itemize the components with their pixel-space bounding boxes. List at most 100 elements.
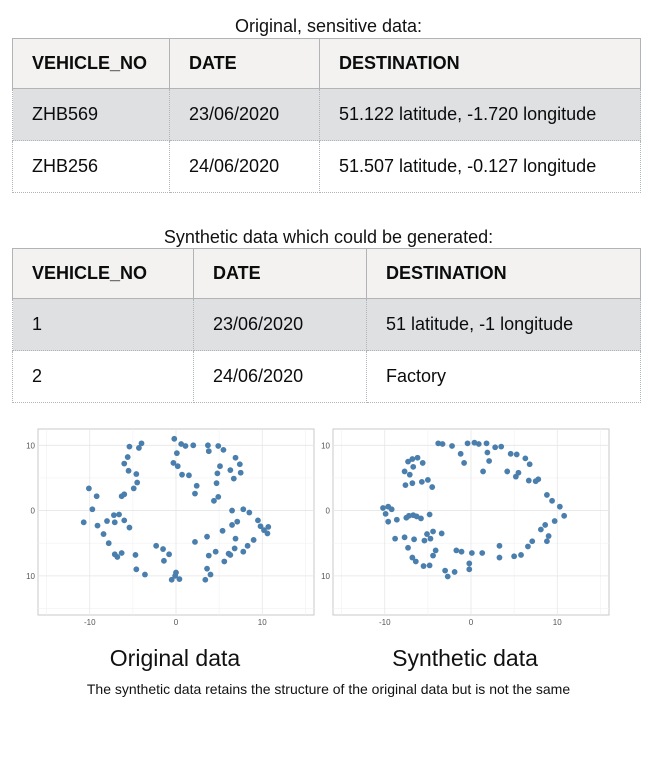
data-point: [412, 558, 419, 565]
header-vehicle-no: VEHICLE_NO: [12, 248, 194, 299]
data-point: [85, 485, 92, 492]
original-data-table: VEHICLE_NO DATE DESTINATION ZHB569 23/06…: [12, 38, 641, 193]
data-point: [217, 463, 223, 470]
data-point: [525, 543, 531, 550]
cell-destination: Factory: [366, 350, 641, 403]
data-point: [244, 542, 251, 549]
y-tick-label: 10: [26, 572, 35, 581]
data-point: [392, 535, 398, 542]
cell-destination: 51 latitude, -1 longitude: [366, 298, 641, 351]
data-point: [525, 477, 532, 484]
x-tick-label: 10: [258, 618, 267, 627]
cell-vehicle-no: ZHB569: [12, 88, 170, 141]
data-point: [212, 548, 219, 555]
table2-caption: Synthetic data which could be generated:: [163, 227, 494, 247]
data-point: [170, 460, 177, 466]
synthetic-scatter-plot: -10 0 10 10 0 10: [321, 428, 610, 627]
data-point: [420, 563, 427, 569]
data-point: [406, 471, 413, 478]
data-point: [479, 550, 486, 556]
data-point: [93, 493, 100, 500]
data-point: [176, 576, 183, 583]
data-point: [116, 511, 122, 518]
header-date: DATE: [169, 38, 320, 89]
data-point: [537, 526, 544, 533]
data-point: [190, 442, 197, 449]
data-point: [219, 527, 226, 534]
data-point: [466, 560, 473, 567]
cell-destination: 51.507 latitude, -0.127 longitude: [319, 140, 641, 193]
data-point: [121, 460, 128, 467]
data-point: [182, 443, 189, 449]
data-point: [561, 512, 568, 519]
x-tick-label: 0: [174, 618, 179, 627]
x-tick-label: -10: [379, 618, 391, 627]
data-point: [153, 542, 160, 549]
data-point: [207, 571, 214, 578]
data-point: [193, 482, 200, 489]
data-point: [430, 528, 436, 535]
data-point: [442, 567, 449, 574]
data-point: [174, 463, 181, 470]
data-point: [166, 551, 173, 558]
data-point: [232, 454, 239, 461]
data-point: [429, 484, 436, 490]
table-row: ZHB256 24/06/2020 51.507 latitude, -0.12…: [12, 140, 641, 193]
data-point: [439, 441, 446, 447]
data-point: [507, 450, 514, 457]
x-tick-label: -10: [84, 618, 96, 627]
data-point: [118, 493, 125, 500]
data-point: [486, 458, 493, 464]
original-data-chart: -10 0 10 10 0 10: [12, 427, 316, 635]
data-point: [413, 513, 420, 520]
data-point: [453, 547, 460, 554]
data-point: [529, 538, 536, 545]
data-point: [405, 458, 411, 465]
data-point: [480, 468, 486, 475]
data-point: [111, 512, 117, 519]
data-point: [215, 443, 222, 449]
data-point: [205, 448, 212, 455]
data-point: [457, 450, 464, 457]
data-point: [229, 507, 235, 514]
data-point: [380, 505, 386, 511]
data-point: [498, 443, 505, 450]
data-point: [229, 522, 235, 528]
data-point: [556, 503, 563, 510]
data-point: [126, 524, 133, 531]
data-point: [426, 562, 433, 569]
original-chart-title: Original data: [109, 645, 241, 671]
data-point: [192, 539, 198, 545]
data-point: [133, 566, 140, 573]
synthetic-data-chart: -10 0 10 10 0 10: [307, 427, 611, 635]
y-tick-label: 10: [321, 441, 330, 450]
y-tick-label: 0: [31, 507, 36, 516]
data-point: [522, 455, 529, 462]
data-point: [237, 469, 244, 476]
cell-vehicle-no: 1: [12, 298, 194, 351]
data-point: [124, 454, 131, 460]
data-point: [205, 442, 211, 449]
cell-date: 23/06/2020: [169, 88, 320, 141]
data-point: [221, 558, 228, 565]
cell-date: 24/06/2020: [193, 350, 367, 403]
data-point: [204, 565, 210, 572]
original-scatter-plot: -10 0 10 10 0 10: [26, 428, 315, 627]
data-point: [178, 441, 185, 447]
data-point: [468, 550, 475, 556]
data-point: [132, 552, 139, 558]
data-point: [388, 506, 395, 513]
data-point: [409, 456, 416, 462]
data-point: [227, 467, 234, 474]
data-point: [432, 547, 439, 554]
data-point: [126, 443, 133, 450]
data-point: [449, 443, 455, 449]
header-destination: DESTINATION: [319, 38, 641, 89]
data-point: [418, 515, 424, 522]
data-point: [111, 519, 118, 526]
data-point: [136, 445, 142, 451]
data-point: [121, 517, 128, 524]
data-point: [105, 540, 112, 547]
data-point: [205, 552, 212, 559]
data-point: [240, 506, 247, 513]
